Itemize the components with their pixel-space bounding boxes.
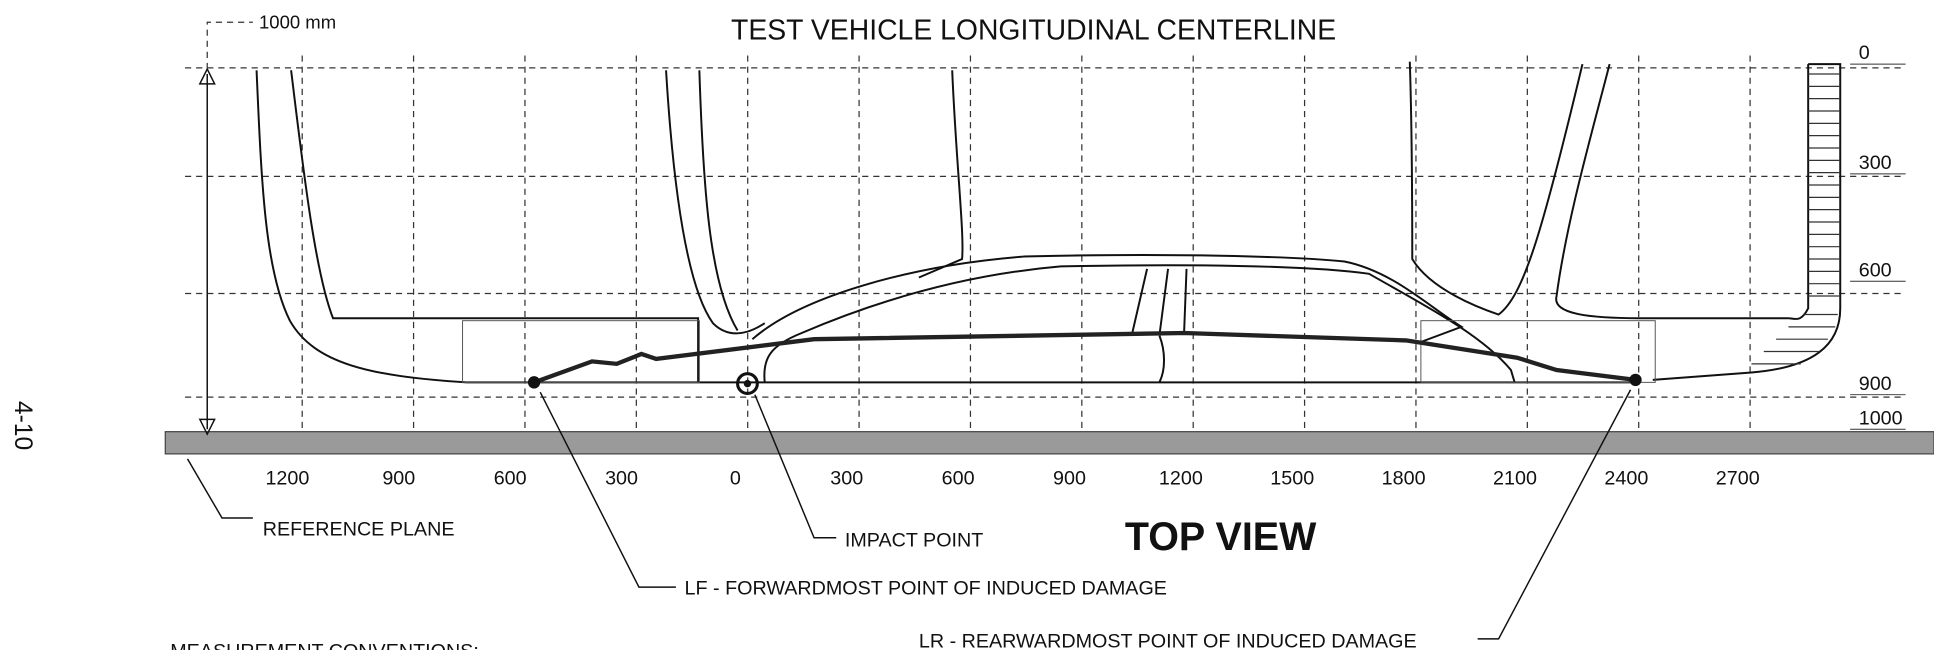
damage-profile — [533, 330, 1636, 385]
lr-point — [1629, 373, 1642, 387]
x-label: 2700 — [1716, 468, 1760, 490]
lf-point — [527, 376, 541, 389]
reference-plane-bar — [164, 431, 1934, 455]
x-label: 1200 — [265, 468, 309, 490]
y-label: 0 — [1859, 42, 1870, 64]
impact-point-marker — [736, 372, 759, 395]
vehicle-outline — [255, 61, 1842, 384]
x-label: 300 — [605, 468, 638, 490]
lf-label: LF - FORWARDMOST POINT OF INDUCED DAMAGE — [685, 577, 1167, 599]
x-label: 900 — [1053, 468, 1086, 490]
reference-plane-label: REFERENCE PLANE — [263, 518, 455, 540]
lr-label: LR - REARWARDMOST POINT OF INDUCED DAMAG… — [919, 631, 1417, 650]
grid — [185, 55, 1906, 432]
reference-plane-leader — [186, 458, 253, 519]
y-label: 300 — [1859, 152, 1892, 174]
y-label: 1000 — [1859, 407, 1903, 429]
x-label: 600 — [494, 468, 527, 490]
page-number: 4-10 — [9, 401, 36, 450]
impact-point-center — [743, 379, 752, 388]
lr-leader — [1477, 389, 1632, 640]
x-label: 2100 — [1493, 468, 1537, 490]
dimension-arrow — [198, 67, 216, 436]
x-label: 300 — [830, 468, 863, 490]
x-label: 600 — [942, 468, 975, 490]
x-label: 2400 — [1604, 468, 1648, 490]
impact-point-leader — [754, 394, 837, 539]
y-label: 600 — [1859, 259, 1892, 281]
dimension-bracket — [206, 21, 253, 70]
x-label: 1200 — [1159, 468, 1203, 490]
scale-label: 1000 mm — [259, 11, 336, 32]
x-label: 900 — [382, 468, 415, 490]
title: TEST VEHICLE LONGITUDINAL CENTERLINE — [731, 14, 1336, 46]
lf-leader — [539, 391, 676, 588]
y-label: 900 — [1859, 373, 1892, 395]
x-label: 1800 — [1382, 468, 1426, 490]
x-label: 1500 — [1270, 468, 1314, 490]
impact-point-label: IMPACT POINT — [845, 529, 983, 551]
x-label: 0 — [730, 468, 741, 490]
footer: MEASUREMENT CONVENTIONS: — [170, 640, 479, 650]
view-label: TOP VIEW — [1125, 515, 1317, 559]
